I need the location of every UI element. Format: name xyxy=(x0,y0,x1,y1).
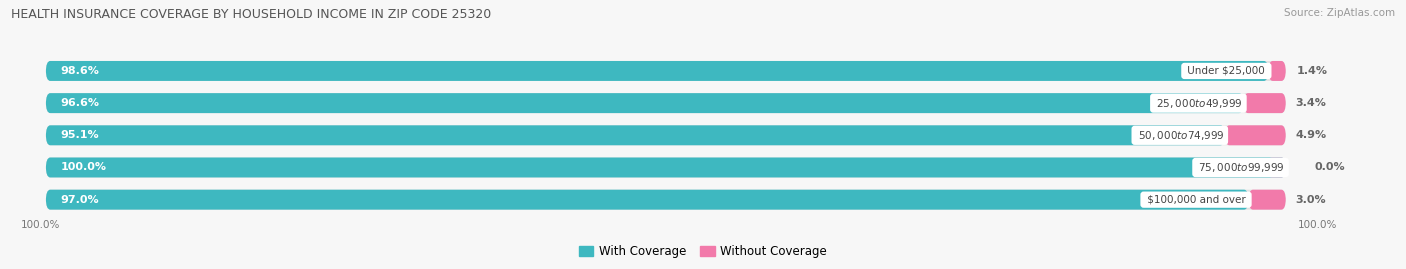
Text: $100,000 and over: $100,000 and over xyxy=(1143,195,1249,205)
Text: 3.4%: 3.4% xyxy=(1296,98,1326,108)
Text: Under $25,000: Under $25,000 xyxy=(1184,66,1268,76)
Text: 95.1%: 95.1% xyxy=(60,130,100,140)
FancyBboxPatch shape xyxy=(1225,125,1285,145)
FancyBboxPatch shape xyxy=(1249,190,1285,210)
Text: 0.0%: 0.0% xyxy=(1315,162,1346,172)
Text: 1.4%: 1.4% xyxy=(1296,66,1327,76)
FancyBboxPatch shape xyxy=(46,158,1285,178)
Text: 96.6%: 96.6% xyxy=(60,98,100,108)
FancyBboxPatch shape xyxy=(46,93,1243,113)
Legend: With Coverage, Without Coverage: With Coverage, Without Coverage xyxy=(574,240,832,263)
FancyBboxPatch shape xyxy=(46,61,1285,81)
FancyBboxPatch shape xyxy=(1267,158,1285,178)
Text: 4.9%: 4.9% xyxy=(1296,130,1327,140)
Text: 100.0%: 100.0% xyxy=(60,162,107,172)
FancyBboxPatch shape xyxy=(46,125,1225,145)
Text: 100.0%: 100.0% xyxy=(1298,220,1337,230)
Text: 3.0%: 3.0% xyxy=(1296,195,1326,205)
FancyBboxPatch shape xyxy=(1268,61,1285,81)
FancyBboxPatch shape xyxy=(46,158,1285,178)
Text: $75,000 to $99,999: $75,000 to $99,999 xyxy=(1195,161,1285,174)
FancyBboxPatch shape xyxy=(1243,93,1285,113)
Text: 98.6%: 98.6% xyxy=(60,66,100,76)
Text: $50,000 to $74,999: $50,000 to $74,999 xyxy=(1135,129,1225,142)
Text: 97.0%: 97.0% xyxy=(60,195,100,205)
Text: 100.0%: 100.0% xyxy=(21,220,60,230)
FancyBboxPatch shape xyxy=(46,93,1285,113)
Text: $25,000 to $49,999: $25,000 to $49,999 xyxy=(1153,97,1243,110)
FancyBboxPatch shape xyxy=(46,190,1249,210)
FancyBboxPatch shape xyxy=(46,125,1285,145)
Text: Source: ZipAtlas.com: Source: ZipAtlas.com xyxy=(1284,8,1395,18)
FancyBboxPatch shape xyxy=(46,190,1285,210)
Text: HEALTH INSURANCE COVERAGE BY HOUSEHOLD INCOME IN ZIP CODE 25320: HEALTH INSURANCE COVERAGE BY HOUSEHOLD I… xyxy=(11,8,492,21)
FancyBboxPatch shape xyxy=(46,61,1268,81)
